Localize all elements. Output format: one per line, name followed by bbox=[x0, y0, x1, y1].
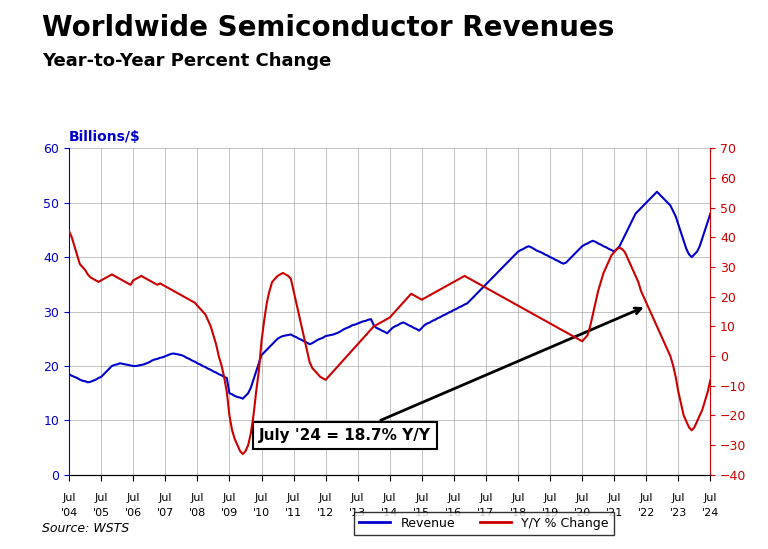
Text: '08: '08 bbox=[189, 507, 206, 518]
Text: Jul: Jul bbox=[94, 493, 108, 503]
Text: Jul: Jul bbox=[223, 493, 237, 503]
Text: '24: '24 bbox=[702, 507, 719, 518]
Text: Worldwide Semiconductor Revenues: Worldwide Semiconductor Revenues bbox=[42, 14, 614, 42]
Text: Jul: Jul bbox=[607, 493, 621, 503]
Text: July '24 = 18.7% Y/Y: July '24 = 18.7% Y/Y bbox=[259, 308, 641, 443]
Text: '13: '13 bbox=[349, 507, 366, 518]
Text: '04: '04 bbox=[61, 507, 78, 518]
Legend: Revenue, Y/Y % Change: Revenue, Y/Y % Change bbox=[354, 512, 614, 535]
Text: '19: '19 bbox=[541, 507, 558, 518]
Text: Jul: Jul bbox=[383, 493, 396, 503]
Text: Jul: Jul bbox=[286, 493, 300, 503]
Text: '15: '15 bbox=[413, 507, 430, 518]
Text: Source: WSTS: Source: WSTS bbox=[42, 522, 129, 535]
Text: '06: '06 bbox=[124, 507, 142, 518]
Text: Jul: Jul bbox=[62, 493, 76, 503]
Text: '09: '09 bbox=[221, 507, 238, 518]
Text: '22: '22 bbox=[637, 507, 655, 518]
Text: Jul: Jul bbox=[319, 493, 333, 503]
Text: '18: '18 bbox=[509, 507, 527, 518]
Text: Year-to-Year Percent Change: Year-to-Year Percent Change bbox=[42, 52, 332, 70]
Text: '21: '21 bbox=[606, 507, 623, 518]
Text: Jul: Jul bbox=[640, 493, 653, 503]
Text: Jul: Jul bbox=[543, 493, 557, 503]
Text: Jul: Jul bbox=[190, 493, 204, 503]
Text: '14: '14 bbox=[381, 507, 399, 518]
Text: Jul: Jul bbox=[671, 493, 685, 503]
Text: '05: '05 bbox=[93, 507, 110, 518]
Text: '20: '20 bbox=[574, 507, 591, 518]
Text: Jul: Jul bbox=[479, 493, 493, 503]
Text: '23: '23 bbox=[670, 507, 687, 518]
Text: Jul: Jul bbox=[255, 493, 268, 503]
Text: '10: '10 bbox=[253, 507, 270, 518]
Text: Jul: Jul bbox=[127, 493, 140, 503]
Text: '11: '11 bbox=[285, 507, 302, 518]
Text: Jul: Jul bbox=[415, 493, 429, 503]
Text: Jul: Jul bbox=[575, 493, 589, 503]
Text: '17: '17 bbox=[478, 507, 495, 518]
Text: Billions/$: Billions/$ bbox=[69, 130, 141, 144]
Text: Jul: Jul bbox=[703, 493, 717, 503]
Text: Jul: Jul bbox=[447, 493, 461, 503]
Text: '12: '12 bbox=[317, 507, 334, 518]
Text: Jul: Jul bbox=[351, 493, 365, 503]
Text: '07: '07 bbox=[157, 507, 174, 518]
Text: '16: '16 bbox=[445, 507, 462, 518]
Text: Jul: Jul bbox=[511, 493, 525, 503]
Text: Jul: Jul bbox=[158, 493, 172, 503]
